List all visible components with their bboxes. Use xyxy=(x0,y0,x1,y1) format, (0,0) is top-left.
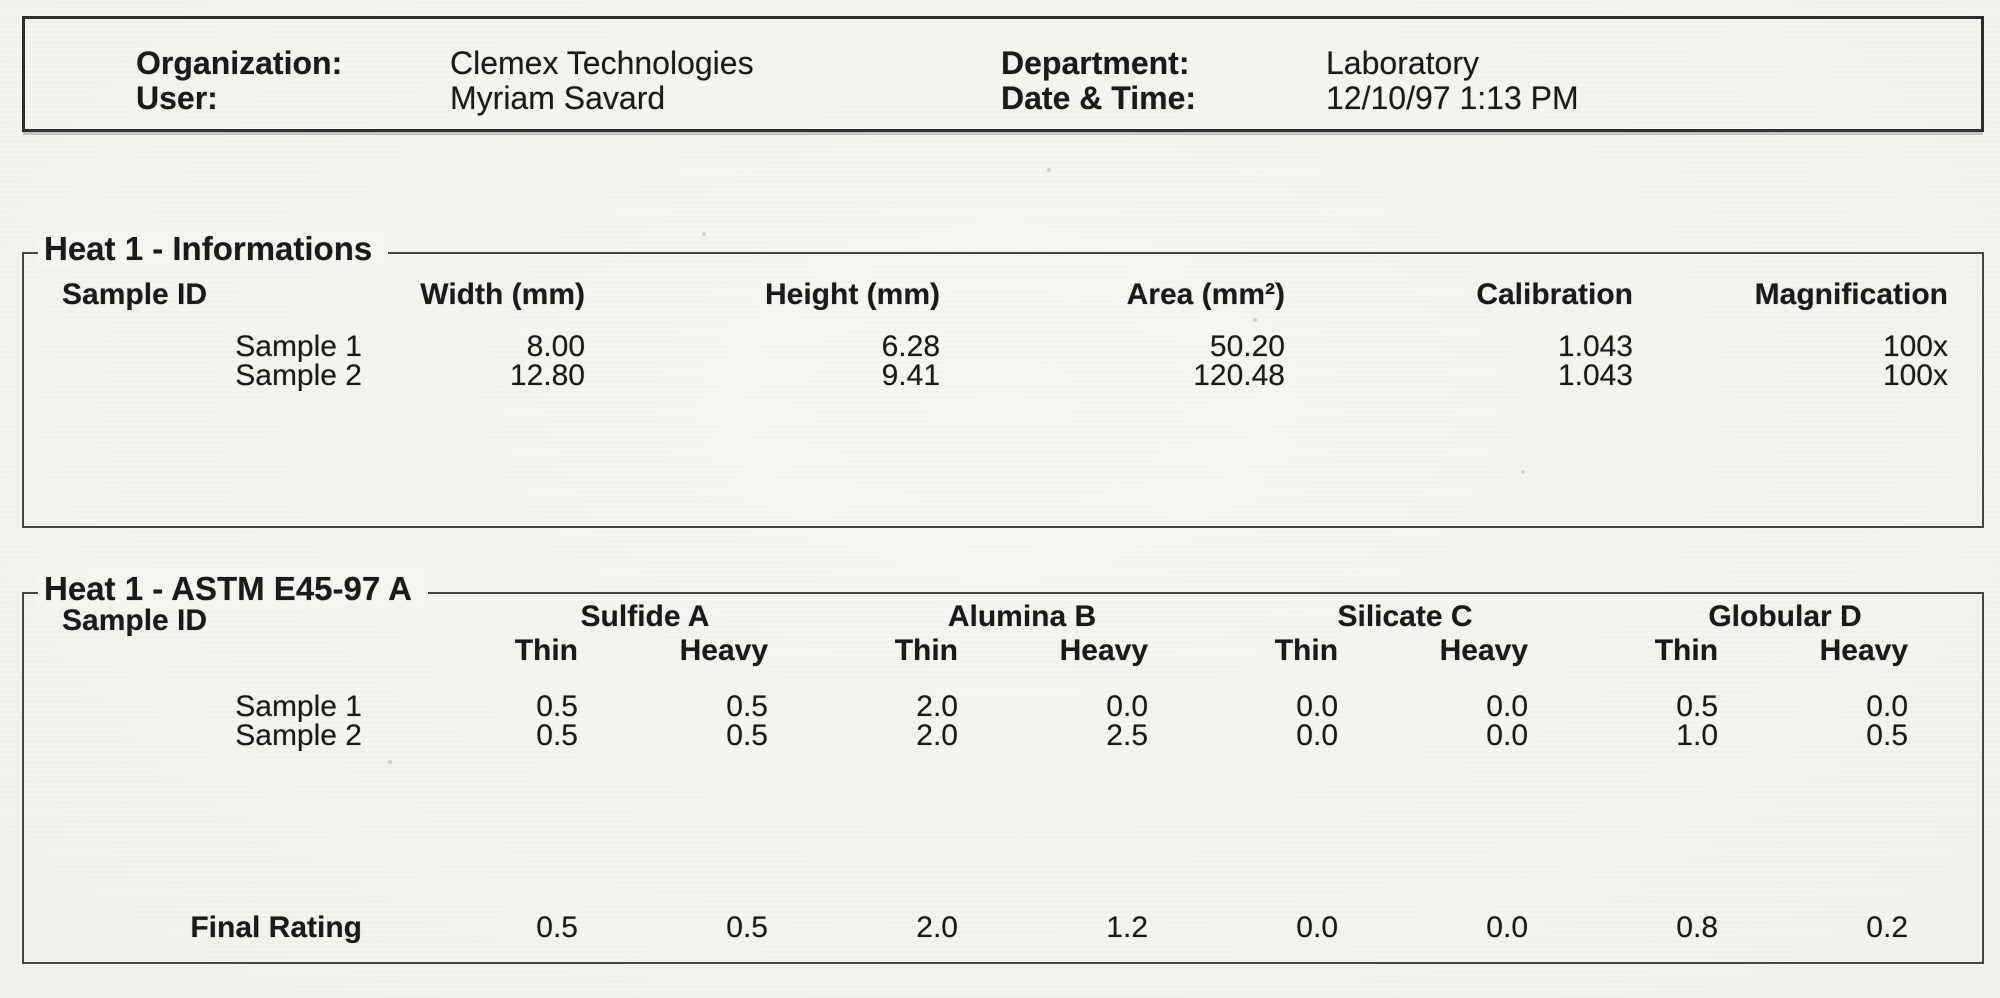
cell-alumina-thin: 2.0 xyxy=(916,690,958,723)
cell-globular-heavy: 0.0 xyxy=(1866,690,1909,723)
subcol-silicate-heavy: Heavy xyxy=(1439,634,1529,667)
cell-area: 50.20 xyxy=(1209,330,1285,363)
cell-globular-heavy: 0.2 xyxy=(1866,911,1909,944)
section-astm: Heat 1 - ASTM E45-97 A Sample ID Sulfide… xyxy=(22,570,1984,964)
cell-width: 8.00 xyxy=(526,330,585,363)
cell-silicate-thin: 0.0 xyxy=(1296,690,1339,723)
subcol-sulfide-heavy: Heavy xyxy=(679,634,768,667)
cell-height: 6.28 xyxy=(881,330,940,363)
cell-width: 12.80 xyxy=(509,359,585,392)
cell-alumina-thin: 2.0 xyxy=(916,911,958,944)
cell-sulfide-heavy: 0.5 xyxy=(726,690,768,723)
col-height: Height (mm) xyxy=(765,278,940,311)
scan-speckle xyxy=(1521,470,1525,474)
cell-globular-thin: 0.5 xyxy=(1676,690,1719,723)
cell-sample-id: Sample 2 xyxy=(235,359,362,392)
subcol-globular-thin: Thin xyxy=(1654,634,1719,667)
cell-height: 9.41 xyxy=(881,359,940,392)
astm-table: Sample ID Sulfide A Alumina B Silicate C… xyxy=(26,594,1909,944)
final-rating-label: Final Rating xyxy=(190,911,362,944)
user-label: User: xyxy=(136,80,218,116)
cell-globular-heavy: 0.5 xyxy=(1866,719,1909,752)
group-alumina-b: Alumina B xyxy=(947,600,1097,633)
section-informations-title: Heat 1 - Informations xyxy=(38,230,389,268)
scan-speckle xyxy=(1253,318,1257,322)
cell-alumina-thin: 2.0 xyxy=(916,719,958,752)
group-silicate-c: Silicate C xyxy=(1337,600,1473,633)
col-sample-id: Sample ID xyxy=(62,604,208,637)
user-value: Myriam Savard xyxy=(450,80,666,116)
department-value: Laboratory xyxy=(1326,45,1479,81)
table-row-sample-1: Sample 1 8.00 6.28 50.20 1.043 100x xyxy=(26,312,1962,363)
cell-alumina-heavy: 2.5 xyxy=(1106,719,1149,752)
group-globular-d: Globular D xyxy=(1708,600,1862,633)
scan-speckle xyxy=(1047,168,1051,172)
subcol-sulfide-thin: Thin xyxy=(514,634,578,667)
cell-sample-id: Sample 2 xyxy=(235,719,362,752)
cell-silicate-heavy: 0.0 xyxy=(1486,690,1529,723)
report-header-box: Organization: Clemex Technologies User: … xyxy=(22,16,1984,132)
cell-magnification: 100x xyxy=(1882,359,1948,392)
cell-silicate-heavy: 0.0 xyxy=(1486,911,1529,944)
cell-sulfide-thin: 0.5 xyxy=(536,911,578,944)
organization-label: Organization: xyxy=(136,45,343,81)
cell-sample-id: Sample 1 xyxy=(235,330,362,363)
subcol-alumina-heavy: Heavy xyxy=(1059,634,1149,667)
col-sample-id: Sample ID xyxy=(62,278,208,311)
col-area: Area (mm²) xyxy=(1126,278,1285,311)
cell-globular-thin: 0.8 xyxy=(1676,911,1719,944)
col-calibration: Calibration xyxy=(1476,278,1633,311)
cell-sulfide-thin: 0.5 xyxy=(536,690,578,723)
subcol-alumina-thin: Thin xyxy=(894,634,958,667)
cell-sample-id: Sample 1 xyxy=(235,690,362,723)
cell-silicate-thin: 0.0 xyxy=(1296,719,1339,752)
scan-speckle xyxy=(388,760,392,764)
astm-group-header-row: Sample ID Sulfide A Alumina B Silicate C… xyxy=(26,594,1908,637)
section-informations: Heat 1 - Informations Sample ID Width (m… xyxy=(22,230,1984,528)
cell-alumina-heavy: 0.0 xyxy=(1106,690,1149,723)
datetime-label: Date & Time: xyxy=(1001,80,1197,116)
subcol-silicate-thin: Thin xyxy=(1274,634,1339,667)
informations-header-row: Sample ID Width (mm) Height (mm) Area (m… xyxy=(26,268,1962,312)
cell-calibration: 1.043 xyxy=(1557,330,1633,363)
astm-subheader-row: Thin Heavy Thin Heavy Thin Heavy Thin He… xyxy=(26,634,1908,668)
group-sulfide-a: Sulfide A xyxy=(580,600,710,633)
section-astm-title: Heat 1 - ASTM E45-97 A xyxy=(38,570,428,608)
astm-spacer-row xyxy=(26,750,1908,910)
astm-row-sample-2: Sample 2 0.5 0.5 2.0 2.5 0.0 0.0 1.0 0.5 xyxy=(26,719,1909,752)
cell-sulfide-heavy: 0.5 xyxy=(726,719,768,752)
cell-area: 120.48 xyxy=(1193,359,1285,392)
astm-final-rating-row: Final Rating 0.5 0.5 2.0 1.2 0.0 0.0 0.8… xyxy=(26,910,1909,944)
col-magnification: Magnification xyxy=(1754,278,1948,311)
col-width: Width (mm) xyxy=(420,278,585,311)
cell-magnification: 100x xyxy=(1882,330,1948,363)
table-row-sample-2: Sample 2 12.80 9.41 120.48 1.043 100x xyxy=(26,359,1962,392)
scan-speckle xyxy=(702,232,706,236)
cell-alumina-heavy: 1.2 xyxy=(1106,911,1149,944)
datetime-value: 12/10/97 1:13 PM xyxy=(1326,80,1579,116)
department-label: Department: xyxy=(1001,45,1190,81)
cell-sulfide-heavy: 0.5 xyxy=(726,911,768,944)
cell-silicate-heavy: 0.0 xyxy=(1486,719,1529,752)
subcol-globular-heavy: Heavy xyxy=(1819,634,1909,667)
informations-table: Sample ID Width (mm) Height (mm) Area (m… xyxy=(26,268,1962,392)
cell-sulfide-thin: 0.5 xyxy=(536,719,578,752)
astm-row-sample-1: Sample 1 0.5 0.5 2.0 0.0 0.0 0.0 0.5 0.0 xyxy=(26,668,1909,723)
cell-globular-thin: 1.0 xyxy=(1676,719,1719,752)
organization-value: Clemex Technologies xyxy=(450,45,754,81)
cell-silicate-thin: 0.0 xyxy=(1296,911,1339,944)
cell-calibration: 1.043 xyxy=(1557,359,1633,392)
